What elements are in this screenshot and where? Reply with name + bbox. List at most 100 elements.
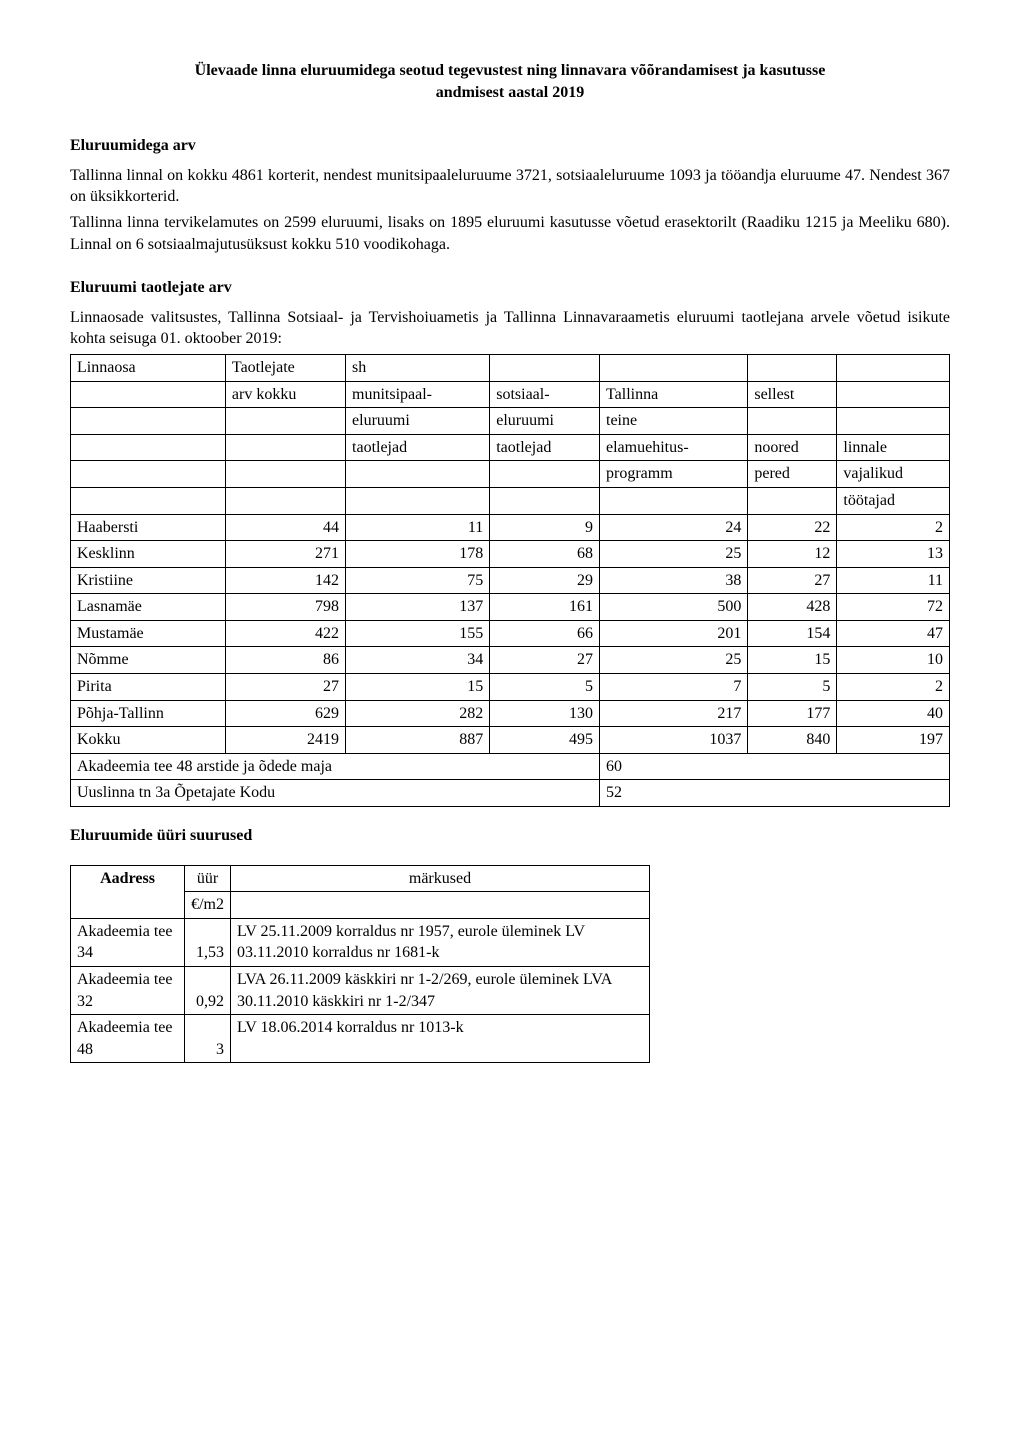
table-cell: 10	[837, 647, 950, 674]
table-cell: 495	[490, 727, 600, 754]
table-cell: Kokku	[71, 727, 226, 754]
table-cell: 201	[600, 620, 748, 647]
table-cell: Kristiine	[71, 567, 226, 594]
table-cell: 27	[490, 647, 600, 674]
table-cell: 75	[346, 567, 490, 594]
th-taotlejate: Taotlejate	[225, 354, 345, 381]
table-cell: 282	[346, 700, 490, 727]
table-cell: 271	[225, 541, 345, 568]
th-empty	[837, 408, 950, 435]
table-header-row: Linnaosa Taotlejate sh	[71, 354, 950, 381]
table-cell: 15	[748, 647, 837, 674]
th-sh: sh	[346, 354, 490, 381]
section2-intro: Linnaosade valitsustes, Tallinna Sotsiaa…	[70, 307, 950, 350]
table-cell: 2	[837, 674, 950, 701]
th-empty	[225, 461, 345, 488]
table-row: Lasnamäe79813716150042872	[71, 594, 950, 621]
table-cell: 5	[490, 674, 600, 701]
th-empty	[490, 461, 600, 488]
th-arv-kokku: arv kokku	[225, 381, 345, 408]
table-cell: 178	[346, 541, 490, 568]
section-heading-2: Eluruumi taotlejate arv	[70, 277, 950, 299]
th-empty	[225, 487, 345, 514]
table-cell: 12	[748, 541, 837, 568]
address-cell: Akadeemia tee 48	[71, 1015, 185, 1063]
th-eluruumi: eluruumi	[490, 408, 600, 435]
table-cell: 217	[600, 700, 748, 727]
table-row: Akadeemia tee 483LV 18.06.2014 korraldus…	[71, 1015, 650, 1063]
table-cell: 24	[600, 514, 748, 541]
table-cell: 177	[748, 700, 837, 727]
th-eluruumi: eluruumi	[346, 408, 490, 435]
table-cell: 161	[490, 594, 600, 621]
table-header-row: arv kokku munitsipaal- sotsiaal- Tallinn…	[71, 381, 950, 408]
table-cell: 7	[600, 674, 748, 701]
table-cell: 798	[225, 594, 345, 621]
section-heading-3: Eluruumide üüri suurused	[70, 825, 950, 847]
th-vajalikud: vajalikud	[837, 461, 950, 488]
table-cell: 13	[837, 541, 950, 568]
table-cell: 40	[837, 700, 950, 727]
table-cell: 47	[837, 620, 950, 647]
table-footer-row: Akadeemia tee 48 arstide ja õdede maja 6…	[71, 753, 950, 780]
applicants-table: Linnaosa Taotlejate sh arv kokku munitsi…	[70, 354, 950, 807]
th-linnaosa: Linnaosa	[71, 354, 226, 381]
table-cell: 5	[748, 674, 837, 701]
section-heading-1: Eluruumidega arv	[70, 135, 950, 157]
table-cell: 840	[748, 727, 837, 754]
table-cell: 2	[837, 514, 950, 541]
table-row: Mustamäe4221556620115447	[71, 620, 950, 647]
table-cell: Lasnamäe	[71, 594, 226, 621]
title-line-2: andmisest aastal 2019	[70, 82, 950, 104]
table-cell: 25	[600, 647, 748, 674]
table-cell: Põhja-Tallinn	[71, 700, 226, 727]
th-empty	[837, 354, 950, 381]
table-header-row: eluruumi eluruumi teine	[71, 408, 950, 435]
th-empty	[600, 487, 748, 514]
table-cell: 142	[225, 567, 345, 594]
table-row: Akadeemia tee 341,53LV 25.11.2009 korral…	[71, 918, 650, 966]
address-cell: Akadeemia tee 34	[71, 918, 185, 966]
table-cell: Pirita	[71, 674, 226, 701]
table-cell: 68	[490, 541, 600, 568]
rent-cell: 0,92	[185, 967, 231, 1015]
th-linnale: linnale	[837, 434, 950, 461]
th-eur-m2: €/m2	[185, 892, 231, 919]
section1-p1: Tallinna linnal on kokku 4861 korterit, …	[70, 165, 950, 208]
table-cell: 887	[346, 727, 490, 754]
th-empty	[71, 461, 226, 488]
th-empty	[837, 381, 950, 408]
th-uur: üür	[185, 865, 231, 892]
th-elamuehitus: elamuehitus-	[600, 434, 748, 461]
table-row: Haabersti4411924222	[71, 514, 950, 541]
th-programm: programm	[600, 461, 748, 488]
table-cell: Haabersti	[71, 514, 226, 541]
table-cell: Nõmme	[71, 647, 226, 674]
th-empty	[748, 408, 837, 435]
rent-cell: 1,53	[185, 918, 231, 966]
th-noored: noored	[748, 434, 837, 461]
table-cell: 500	[600, 594, 748, 621]
table-cell: 86	[225, 647, 345, 674]
table-cell: 44	[225, 514, 345, 541]
table-cell: 197	[837, 727, 950, 754]
rent-cell: 3	[185, 1015, 231, 1063]
table-row: Põhja-Tallinn62928213021717740	[71, 700, 950, 727]
th-aadress: Aadress	[71, 865, 185, 918]
th-taotlejad: taotlejad	[346, 434, 490, 461]
table-cell: 15	[346, 674, 490, 701]
notes-cell: LV 25.11.2009 korraldus nr 1957, eurole …	[230, 918, 649, 966]
table-cell: 22	[748, 514, 837, 541]
th-empty	[346, 487, 490, 514]
th-empty	[71, 434, 226, 461]
table-cell: 29	[490, 567, 600, 594]
th-empty	[225, 408, 345, 435]
table-cell: Kesklinn	[71, 541, 226, 568]
th-sotsiaal: sotsiaal-	[490, 381, 600, 408]
notes-cell: LVA 26.11.2009 käskkiri nr 1-2/269, euro…	[230, 967, 649, 1015]
th-empty	[71, 408, 226, 435]
th-pered: pered	[748, 461, 837, 488]
table-cell: 11	[346, 514, 490, 541]
table-footer-row: Uuslinna tn 3a Õpetajate Kodu 52	[71, 780, 950, 807]
table-cell: 428	[748, 594, 837, 621]
